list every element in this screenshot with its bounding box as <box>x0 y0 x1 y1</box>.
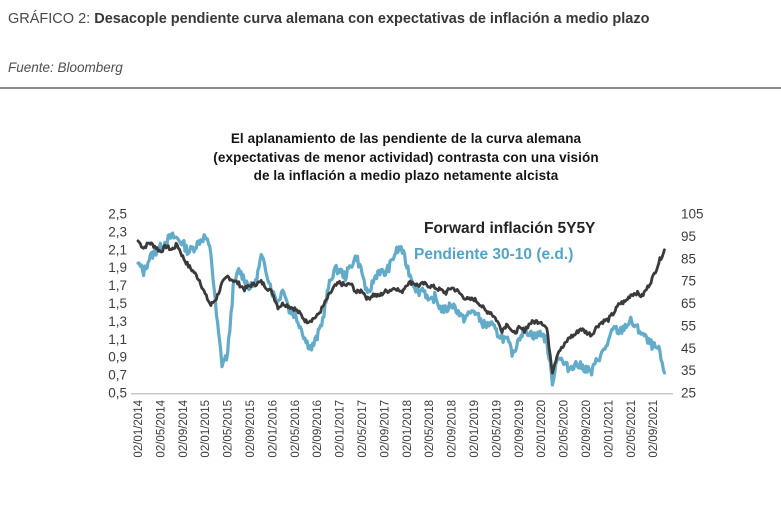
y-axis-right-tick: 105 <box>681 207 704 222</box>
figure-header: GRÁFICO 2: Desacople pendiente curva ale… <box>8 8 734 31</box>
y-axis-left-tick: 1,9 <box>108 260 127 275</box>
series-line-pendiente-30-10 <box>136 231 666 387</box>
y-axis-left-tick: 2,3 <box>108 224 127 239</box>
x-axis-date-tick: 02/01/2016 <box>267 400 279 458</box>
x-axis-date-tick: 02/09/2019 <box>514 400 526 458</box>
chart-title-line-2: (expectativas de menor actividad) contra… <box>213 149 599 165</box>
y-axis-left-tick: 1,5 <box>108 296 127 311</box>
chart-title-line-1: El aplanamiento de las pendiente de la c… <box>230 131 582 146</box>
x-axis-date-tick: 02/01/2019 <box>469 400 481 458</box>
x-axis-date-tick: 02/09/2017 <box>379 400 391 458</box>
y-axis-right-tick: 95 <box>681 229 696 244</box>
y-axis-right-tick: 25 <box>681 386 696 401</box>
y-axis-right-tick: 35 <box>681 363 696 378</box>
x-axis-date-tick: 02/01/2017 <box>335 400 347 458</box>
y-axis-right-tick: 55 <box>681 318 696 333</box>
legend-item-forward-inflacion: Forward inflación 5Y5Y <box>424 220 596 237</box>
y-axis-left-tick: 2,1 <box>108 242 127 257</box>
x-axis-date-tick: 02/09/2020 <box>581 400 593 458</box>
x-axis-date-tick: 02/01/2015 <box>200 400 212 458</box>
x-axis-date-tick: 02/05/2018 <box>424 400 436 458</box>
y-axis-right-tick: 65 <box>681 296 696 311</box>
x-axis-date-tick: 02/01/2020 <box>536 400 548 458</box>
x-axis-date-tick: 02/09/2021 <box>648 400 660 458</box>
y-axis-right-tick: 75 <box>681 274 696 289</box>
x-axis-date-tick: 02/05/2016 <box>290 400 302 458</box>
x-axis-date-tick: 02/05/2015 <box>223 400 235 458</box>
y-axis-left-tick: 0,7 <box>108 368 127 383</box>
x-axis-date-tick: 02/05/2017 <box>357 400 369 458</box>
y-axis-left-tick: 2,5 <box>108 207 127 222</box>
chart-title-line-3: de la inflación a medio plazo netamente … <box>253 168 559 183</box>
header-divider <box>0 87 781 89</box>
x-axis-date-tick: 02/05/2021 <box>626 400 638 458</box>
x-axis-date-tick: 02/09/2015 <box>245 400 257 458</box>
figure-title: Desacople pendiente curva alemana con ex… <box>94 11 650 27</box>
y-axis-left-tick: 1,1 <box>108 332 127 347</box>
x-axis-date-tick: 02/09/2016 <box>312 400 324 458</box>
x-axis-date-tick: 02/01/2021 <box>603 400 615 458</box>
x-axis-date-tick: 02/05/2014 <box>155 399 167 457</box>
y-axis-right-tick: 85 <box>681 251 696 266</box>
y-axis-left-tick: 1,7 <box>108 278 127 293</box>
x-axis-date-tick: 02/09/2018 <box>447 400 459 458</box>
x-axis-date-tick: 02/05/2020 <box>559 400 571 458</box>
series-line-forward-inflacion <box>136 239 666 375</box>
chart-title: El aplanamiento de las pendiente de la c… <box>100 130 712 186</box>
x-axis-date-tick: 02/05/2019 <box>491 400 503 458</box>
x-axis-date-tick: 02/01/2018 <box>402 400 414 458</box>
x-axis-date-tick: 02/09/2014 <box>178 399 190 457</box>
y-axis-left-tick: 0,9 <box>108 350 127 365</box>
y-axis-right-tick: 45 <box>681 341 696 356</box>
y-axis-left-tick: 1,3 <box>108 314 127 329</box>
legend-item-pendiente-30-10: Pendiente 30-10 (e.d.) <box>414 246 574 263</box>
source-note: Fuente: Bloomberg <box>8 60 123 75</box>
x-axis-date-tick: 02/01/2014 <box>133 399 145 457</box>
figure-number-label: GRÁFICO 2: <box>8 11 91 27</box>
y-axis-left-tick: 0,5 <box>108 386 127 401</box>
